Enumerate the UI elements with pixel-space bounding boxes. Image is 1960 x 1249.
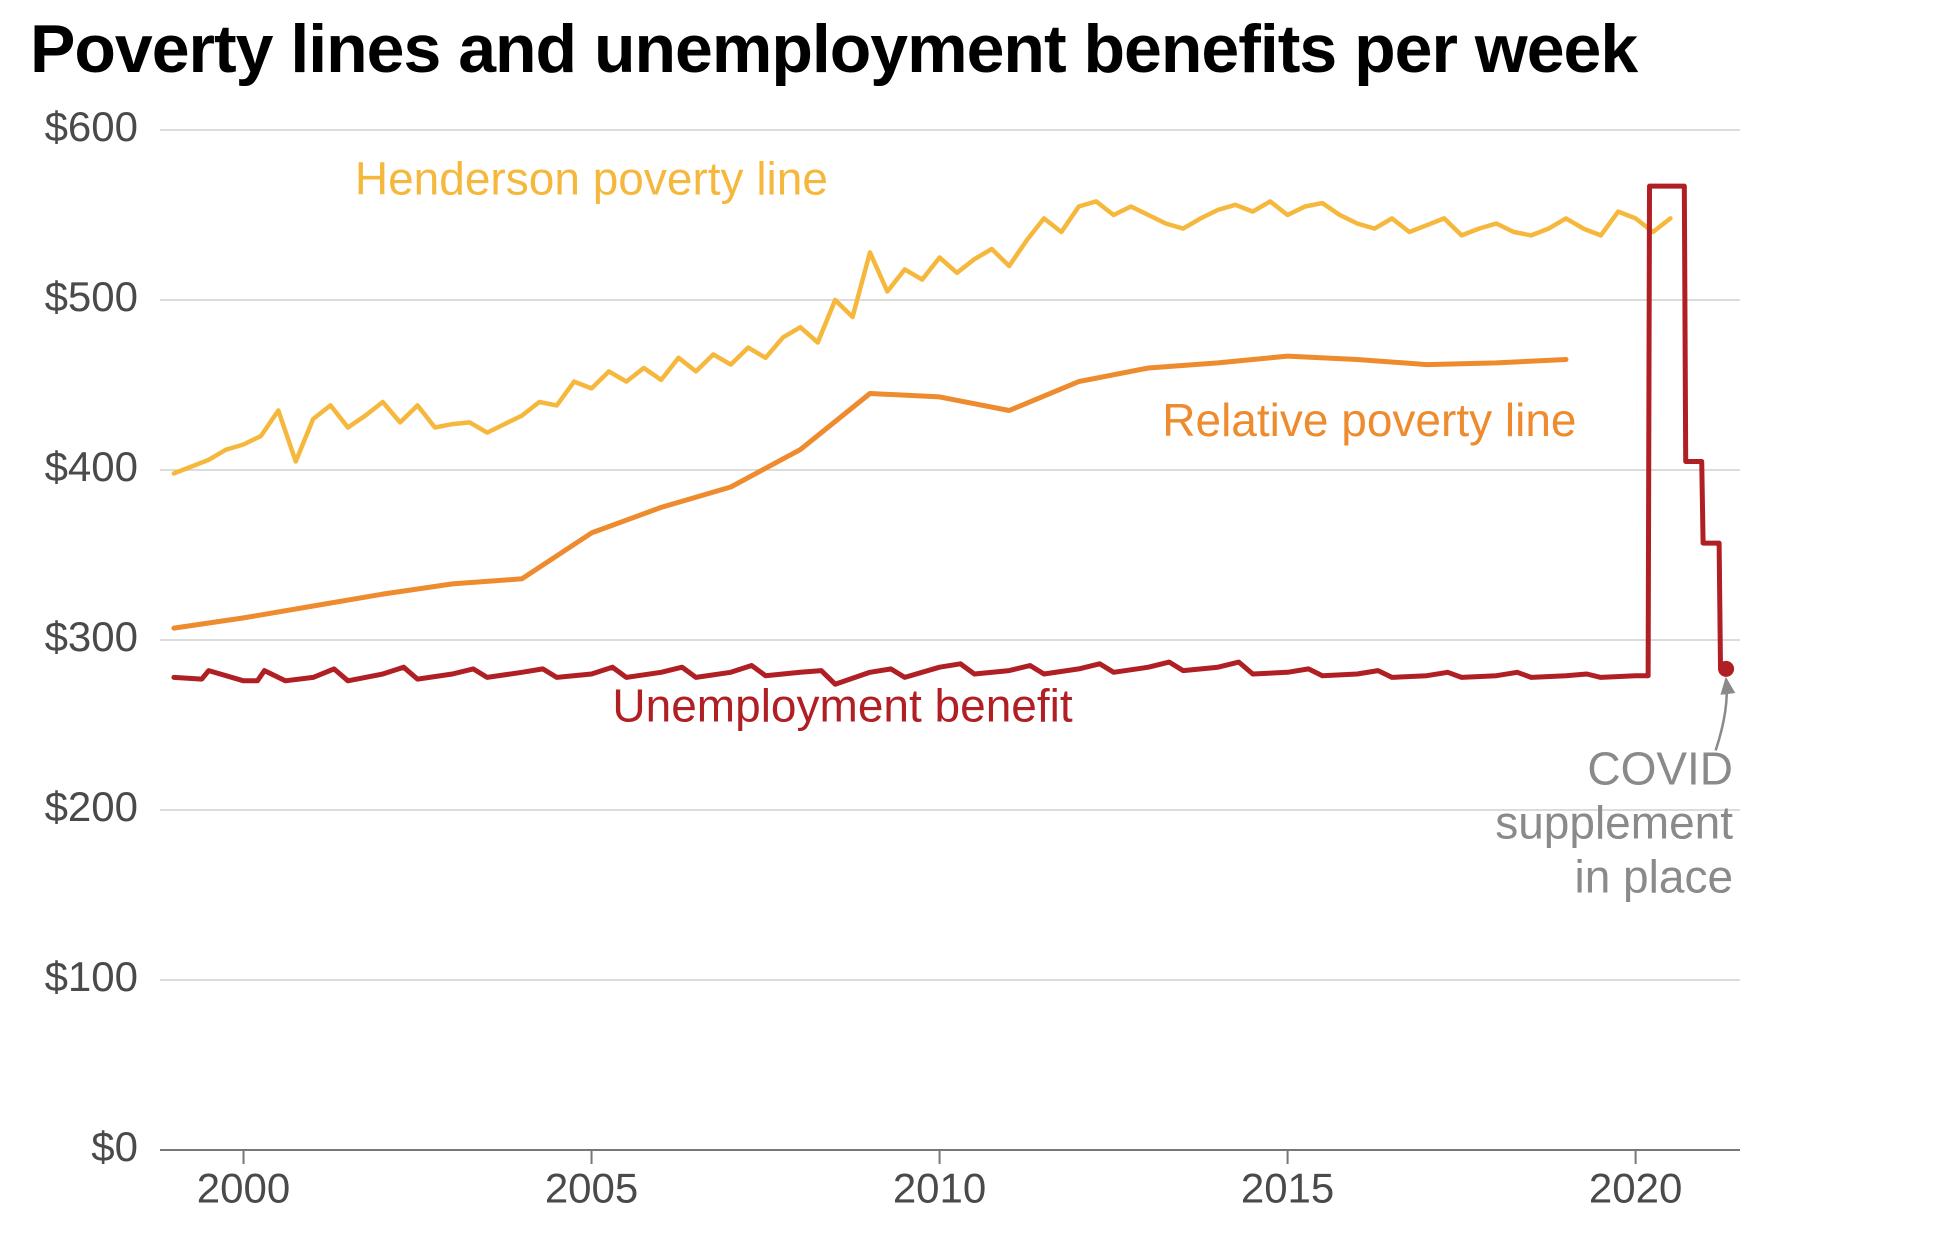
x-axis-label: 2000 (197, 1164, 290, 1211)
y-axis-label: $500 (45, 273, 138, 320)
covid-annotation-line: in place (1574, 851, 1733, 903)
y-axis-label: $300 (45, 613, 138, 660)
chart-title: Poverty lines and unemployment benefits … (30, 10, 1637, 88)
x-axis-label: 2005 (545, 1164, 638, 1211)
y-axis-label: $400 (45, 443, 138, 490)
chart-svg: $0 $100 $200 $300 $400 $500 $600 2000 2005 2010 20… (0, 110, 1960, 1240)
covid-annotation-line: supplement (1495, 797, 1733, 849)
y-axis-label: $100 (45, 953, 138, 1000)
series-end-unemployment (1718, 661, 1734, 677)
y-axis-label: $600 (45, 110, 138, 150)
series-label-unemployment: Unemployment benefit (612, 680, 1072, 732)
y-axis-label: $200 (45, 783, 138, 830)
chart-container: Poverty lines and unemployment benefits … (0, 0, 1960, 1249)
series-label-relative: Relative poverty line (1162, 394, 1576, 446)
series-label-henderson: Henderson poverty line (355, 153, 828, 205)
y-axis-label: $0 (91, 1123, 138, 1170)
covid-arrow (1716, 679, 1727, 750)
x-axis-label: 2020 (1589, 1164, 1682, 1211)
x-axis-label: 2010 (893, 1164, 986, 1211)
covid-annotation-line: COVID (1587, 743, 1733, 795)
x-axis-label: 2015 (1241, 1164, 1334, 1211)
